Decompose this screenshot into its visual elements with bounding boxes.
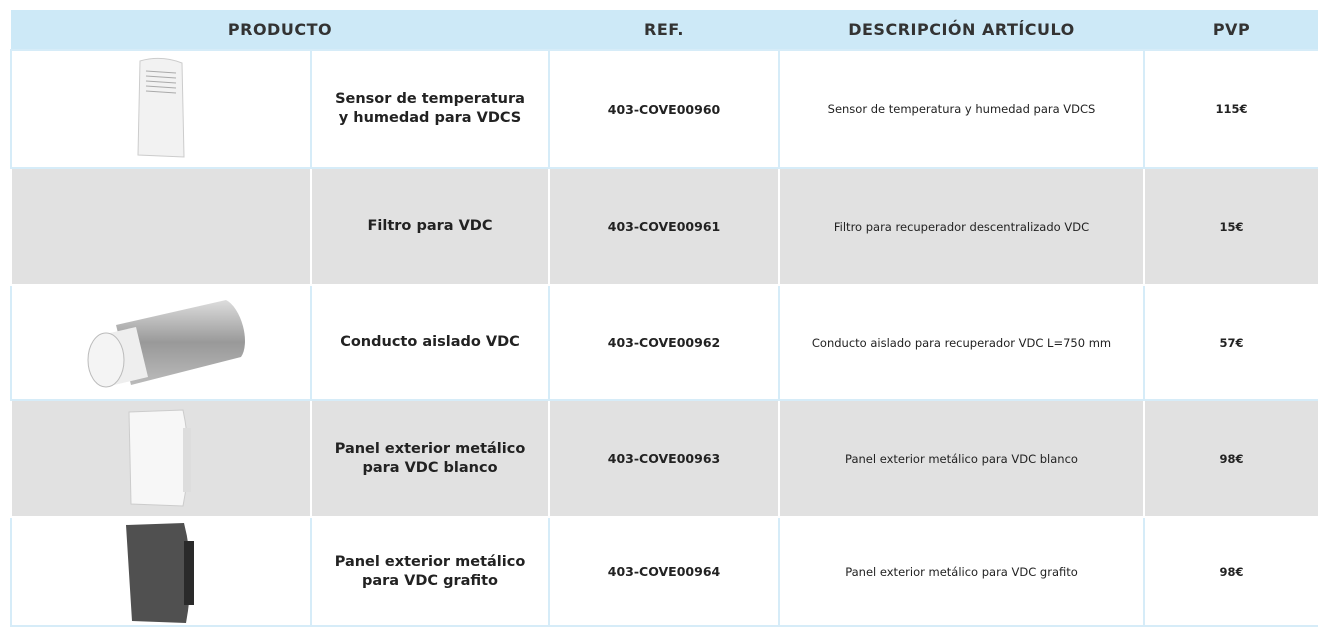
image-cell — [10, 516, 312, 627]
product-image — [87, 300, 245, 388]
description: Panel exterior metálico para VDC grafito — [778, 516, 1145, 627]
price: 15€ — [1143, 167, 1318, 286]
product-image — [137, 57, 185, 158]
product-name: Conducto aislado VDC — [310, 284, 550, 401]
image-cell — [10, 49, 312, 169]
ref: 403-COVE00963 — [548, 399, 780, 518]
image-cell — [10, 399, 312, 518]
product-name: Filtro para VDC — [310, 167, 550, 286]
price: 98€ — [1143, 516, 1318, 627]
row: Sensor de temperatura y humedad para VDC… — [10, 49, 1318, 169]
price: 57€ — [1143, 284, 1318, 401]
header-cell: REF. — [549, 10, 779, 50]
image-cell — [10, 284, 312, 401]
image-cell — [10, 167, 312, 286]
price: 115€ — [1143, 49, 1318, 169]
ref: 403-COVE00961 — [548, 167, 780, 286]
product-name: Panel exterior metálico para VDC blanco — [310, 399, 550, 518]
product-image — [126, 523, 194, 623]
product-image — [128, 409, 191, 507]
header-row: PRODUCTO REF. DESCRIPCIÓN ARTÍCULO PVP — [11, 10, 1318, 50]
header-cell: PRODUCTO — [11, 10, 549, 50]
price: 98€ — [1143, 399, 1318, 518]
row: Filtro para VDC 403-COVE00961 Filtro par… — [10, 167, 1318, 286]
description: Panel exterior metálico para VDC blanco — [778, 399, 1145, 518]
product-table: PRODUCTO REF. DESCRIPCIÓN ARTÍCULO PVP S… — [10, 10, 1318, 627]
description: Sensor de temperatura y humedad para VDC… — [778, 49, 1145, 169]
ref: 403-COVE00960 — [548, 49, 780, 169]
header-cell: DESCRIPCIÓN ARTÍCULO — [779, 10, 1144, 50]
row: Conducto aislado VDC 403-COVE00962 Condu… — [10, 284, 1318, 401]
description: Conducto aislado para recuperador VDC L=… — [778, 284, 1145, 401]
description: Filtro para recuperador descentralizado … — [778, 167, 1145, 286]
row: Panel exterior metálico para VDC blanco … — [10, 399, 1318, 518]
row: Panel exterior metálico para VDC grafito… — [10, 516, 1318, 627]
product-name: Sensor de temperatura y humedad para VDC… — [310, 49, 550, 169]
ref: 403-COVE00964 — [548, 516, 780, 627]
ref: 403-COVE00962 — [548, 284, 780, 401]
product-name: Panel exterior metálico para VDC grafito — [310, 516, 550, 627]
header-cell: PVP — [1144, 10, 1318, 50]
